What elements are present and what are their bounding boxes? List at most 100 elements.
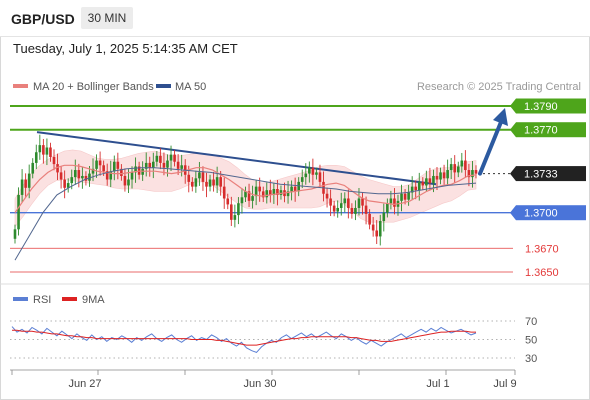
rsi-ma-legend-label: 9MA xyxy=(82,294,105,306)
candle xyxy=(130,166,134,189)
candle xyxy=(123,168,127,192)
ma50-legend-swatch xyxy=(156,84,171,88)
candle xyxy=(152,152,155,179)
candle xyxy=(446,159,449,186)
candle xyxy=(258,177,261,202)
candle xyxy=(134,157,137,183)
candle xyxy=(311,158,315,186)
candle xyxy=(247,183,251,208)
candle xyxy=(386,198,389,218)
candle xyxy=(244,186,247,203)
candle xyxy=(315,167,318,180)
x-tick-label: Jul 9 xyxy=(493,378,516,390)
candle xyxy=(95,154,98,178)
level-label-1.3700: 1.3700 xyxy=(524,208,558,220)
x-tick-label: Jun 27 xyxy=(68,378,101,390)
candle xyxy=(428,167,432,191)
ma50-legend-label: MA 50 xyxy=(175,81,206,93)
candle xyxy=(201,166,205,191)
candle xyxy=(464,150,467,178)
candle xyxy=(425,170,428,192)
candle xyxy=(410,176,414,201)
x-axis: Jun 27 Jun 30 Jul 1 Jul 9 xyxy=(10,369,517,390)
candle xyxy=(24,173,27,197)
candle xyxy=(375,220,379,245)
candle xyxy=(226,193,230,210)
level-label-1.3650: 1.3650 xyxy=(525,267,559,279)
rsi-legend-label: RSI xyxy=(33,294,51,306)
candle xyxy=(52,149,56,171)
candle xyxy=(279,185,283,200)
level-tag-pointer xyxy=(510,166,516,182)
candle xyxy=(66,178,70,193)
candle xyxy=(198,161,201,186)
candle xyxy=(339,192,343,216)
ma20-line xyxy=(14,164,477,214)
candle xyxy=(439,167,442,185)
candle xyxy=(191,177,194,192)
candle xyxy=(361,192,364,215)
trendline xyxy=(36,131,437,186)
price-levels xyxy=(10,105,513,273)
trendline-group xyxy=(36,131,437,186)
candle xyxy=(400,184,403,212)
candle xyxy=(442,164,446,185)
candle xyxy=(308,161,311,183)
candle xyxy=(251,185,254,209)
level-label-1.3790: 1.3790 xyxy=(524,101,558,113)
timeframe-button[interactable]: 30 MIN xyxy=(81,7,133,29)
level-tag-pointer xyxy=(510,122,516,138)
candle xyxy=(38,134,42,160)
candle xyxy=(300,169,304,189)
candle xyxy=(155,151,159,167)
candle xyxy=(42,138,45,164)
candle xyxy=(120,164,123,181)
level-tag-1.3790 xyxy=(516,98,586,114)
moving-averages xyxy=(14,164,477,261)
candle xyxy=(49,142,52,162)
candle xyxy=(173,149,176,167)
level-tag-1.3733 xyxy=(516,166,586,182)
candle xyxy=(208,174,212,192)
candle xyxy=(343,192,347,213)
credit-label: Research © 2025 Trading Central xyxy=(417,81,581,93)
level-tag-pointer xyxy=(510,98,516,114)
candle xyxy=(31,158,35,179)
candle xyxy=(116,152,120,180)
candle xyxy=(194,170,198,193)
candle xyxy=(354,200,357,221)
candle xyxy=(240,188,244,214)
candle xyxy=(169,145,173,171)
candle xyxy=(290,180,293,201)
candle xyxy=(20,169,24,203)
candle xyxy=(449,157,453,180)
level-tag-pointer xyxy=(510,205,516,221)
rsi-tick-50: 50 xyxy=(525,335,537,347)
candle xyxy=(364,196,368,225)
candle xyxy=(73,159,77,185)
datetime-label: Tuesday, July 1, 2025 5:14:35 AM CET xyxy=(13,41,238,56)
level-label-1.3770: 1.3770 xyxy=(524,125,558,137)
candle xyxy=(414,180,418,200)
level-label-1.3670: 1.3670 xyxy=(525,243,559,255)
candle xyxy=(212,171,215,192)
candle xyxy=(297,177,300,197)
candle xyxy=(378,214,382,246)
chart-legend: MA 20 + Bollinger Bands MA 50 Research ©… xyxy=(13,81,581,93)
candle xyxy=(336,200,339,218)
candle xyxy=(474,165,478,179)
candle xyxy=(215,166,219,194)
candle xyxy=(144,152,148,177)
candle xyxy=(421,177,425,191)
candle xyxy=(81,166,84,189)
candle xyxy=(467,163,471,187)
candle xyxy=(318,164,322,189)
rsi-ma-legend-swatch xyxy=(62,297,77,301)
projection-arrow-head xyxy=(493,108,508,126)
rsi-legend: RSI 9MA xyxy=(13,294,105,306)
rsi-legend-swatch xyxy=(13,297,28,301)
x-tick-label: Jul 1 xyxy=(426,378,449,390)
candle xyxy=(293,177,297,202)
ma50-line xyxy=(14,167,477,261)
